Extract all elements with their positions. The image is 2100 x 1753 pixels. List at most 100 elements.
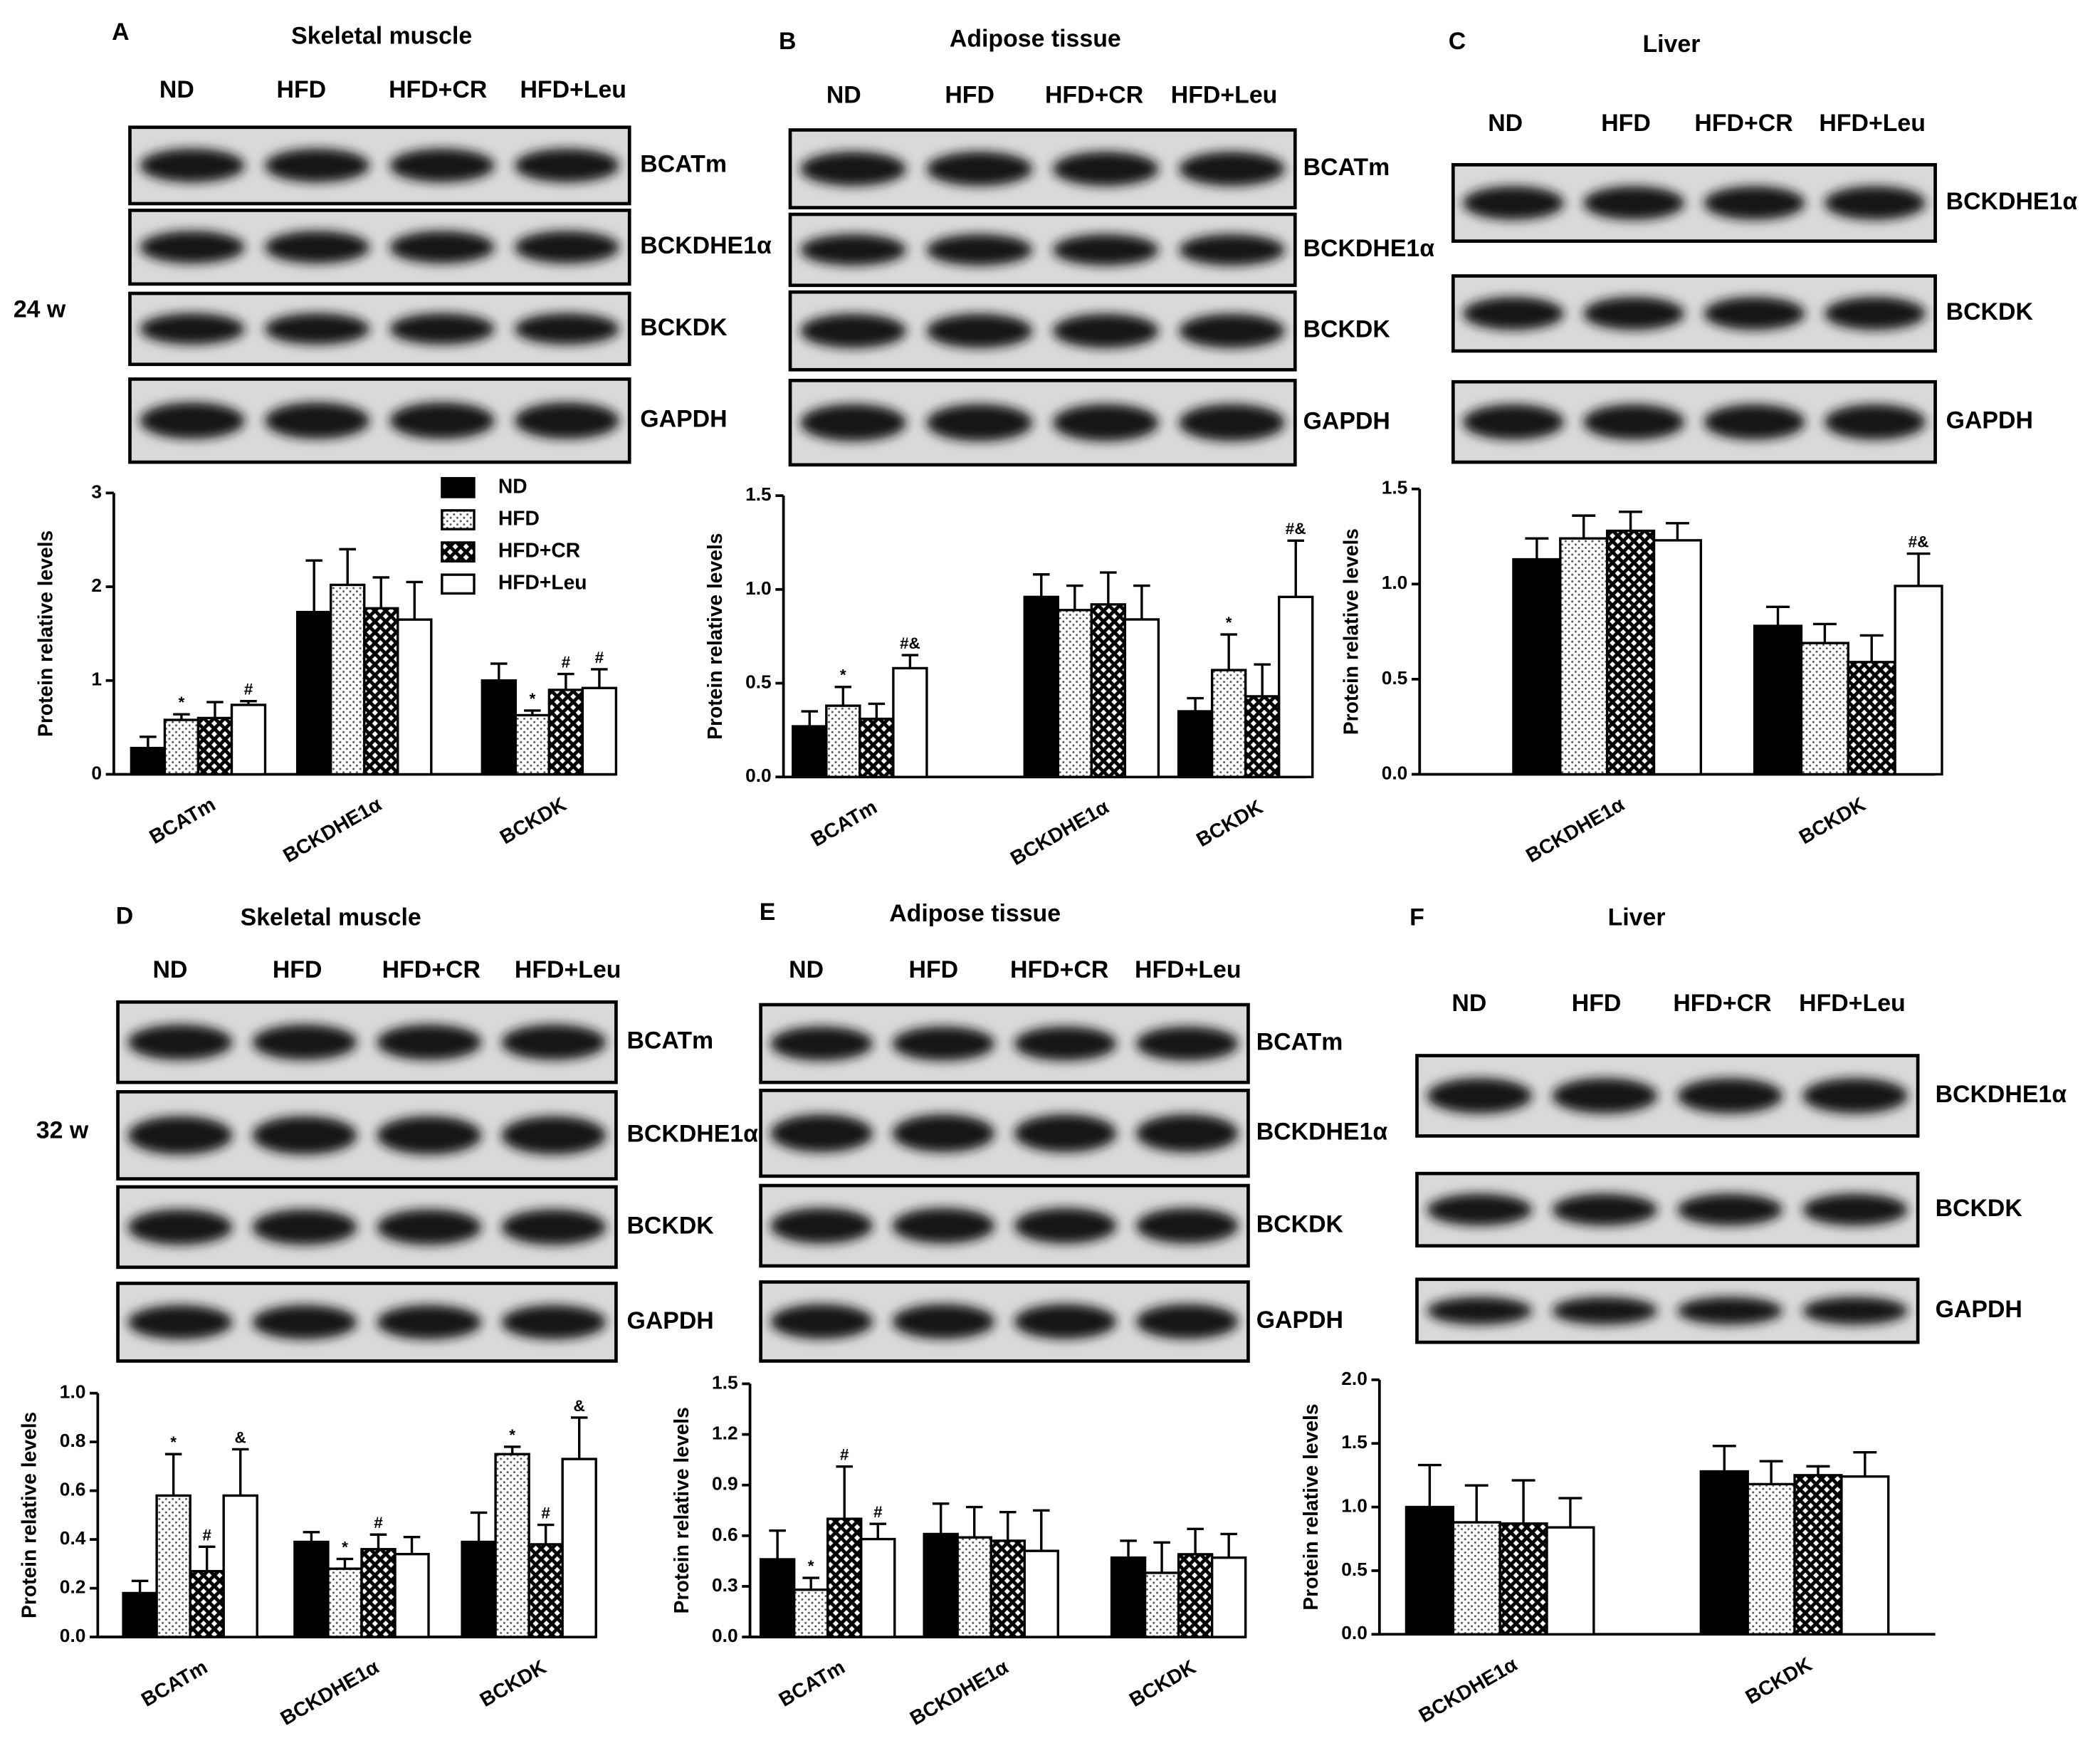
error-bar [868,702,886,719]
blot-band [264,313,370,345]
y-axis-label: Protein relative levels [33,530,56,737]
panel-letter: B [779,28,796,55]
bar [923,1532,959,1638]
error-bar [1287,539,1304,597]
x-tick-label: BCKDHE1α [1522,792,1629,867]
bar [222,1494,258,1638]
blot-band [1014,1208,1117,1244]
bar [1278,595,1314,778]
error-bar [1120,1539,1137,1558]
blot-band [514,231,620,263]
bar [1847,661,1896,776]
lane-label: ND [152,956,187,983]
error-bar [1619,511,1643,531]
lane-label: ND [159,76,194,103]
blot-band [389,231,495,263]
error-bar [591,668,608,689]
lane-label: ND [826,81,861,108]
bar [956,1536,992,1638]
blot-band [1703,186,1805,220]
blot-band [1462,404,1565,440]
bar [1793,1474,1843,1636]
lane-label: HFD+CR [1010,956,1108,983]
bar [1753,624,1803,776]
blot-band [1824,404,1926,440]
bar [327,1567,363,1638]
y-tick-label: 1.0 [1341,1495,1367,1517]
y-axis-label: Protein relative levels [1299,1403,1322,1610]
bar [1746,1482,1796,1636]
significance-mark: #& [1286,520,1306,538]
blot-band [1703,297,1805,330]
error-bar [1417,1463,1442,1507]
bar [1110,1556,1147,1638]
x-tick-label: BCATm [145,792,219,848]
y-tick-label: 0.0 [1382,762,1408,783]
blot-band [892,1304,995,1339]
blot-row-label: GAPDH [640,406,727,433]
blot-band [1179,404,1286,441]
error-bar [1558,1497,1582,1528]
y-tick-label: 1.2 [712,1423,738,1444]
y-tick-label: 0.4 [60,1527,86,1549]
y-tick-label: 0.0 [1341,1622,1367,1643]
blot-band [140,148,245,182]
bar [155,1494,191,1638]
lane-label: HFD [1572,990,1622,1017]
error-bar [1853,1451,1877,1477]
blot-row-label: BCKDHE1α [1256,1119,1388,1146]
y-tick-label: 0.5 [745,671,772,692]
panel-title: Skeletal muscle [241,904,421,931]
error-bar [932,1502,950,1534]
blot-row-label: BCKDHE1α [1946,188,2078,215]
blot-band [1014,1026,1117,1061]
blot-band [892,1026,995,1061]
lane-label: HFD [945,81,994,108]
x-tick-label: BCKDHE1α [279,792,386,867]
error-bar [372,576,390,609]
blot-band [770,1114,873,1153]
bar [1023,1549,1059,1638]
error-bar [503,1445,521,1455]
blot-row-label: BCATm [1303,154,1390,181]
blot-band [1052,234,1159,266]
panel-letter: F [1409,904,1424,931]
bar [163,718,200,776]
lane-label: HFD+CR [1694,110,1792,137]
blot-band [770,1208,873,1244]
blot-band [1583,186,1685,220]
error-bar [173,713,190,721]
error-bar [305,559,322,612]
bar [514,713,551,776]
blot-row-label: GAPDH [1936,1296,2022,1323]
error-bar [164,1453,182,1496]
error-bar [1464,1484,1489,1523]
blot-band [1552,1297,1658,1325]
blot-band [1802,1193,1909,1226]
error-bar [901,654,919,669]
error-bar [1511,1479,1535,1524]
bar [859,717,895,778]
y-tick-label: 0.0 [712,1625,738,1646]
error-bar [1220,1532,1237,1558]
legend-label: HFD+CR [498,539,580,562]
x-tick-label: BCKDHE1α [1414,1652,1521,1727]
significance-mark: # [562,653,571,671]
significance-mark: # [202,1526,211,1544]
blot-band [514,148,620,182]
error-bar [198,1545,216,1571]
blot-band [252,1304,357,1339]
bar [1177,1553,1214,1638]
y-tick-label: 0.6 [60,1479,86,1500]
panel-letter: C [1449,28,1466,55]
error-bar [369,1533,387,1549]
error-bar [1220,633,1237,671]
error-bar [1254,663,1271,696]
significance-mark: * [342,1538,348,1556]
significance-mark: * [1226,614,1232,632]
y-tick-label: 1.0 [745,577,772,599]
error-bar [1033,1509,1050,1551]
error-bar [999,1510,1017,1541]
error-bar [470,1511,488,1542]
blot-band [264,402,370,439]
